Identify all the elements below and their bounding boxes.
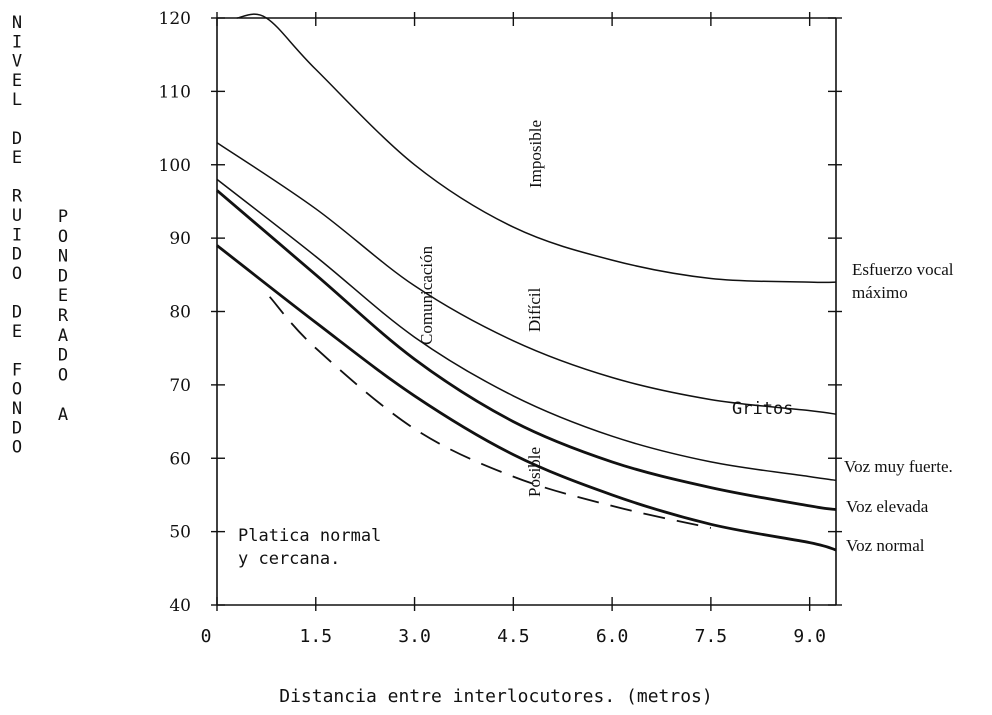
annotation-comunicacion: Comunicación [417, 245, 436, 345]
axis-label-letter: E [12, 71, 22, 91]
axis-label-letter: O [12, 264, 22, 284]
x-tick-label: 6.0 [596, 626, 629, 647]
series-line-voz-elevada [216, 189, 837, 511]
axis-label-letter: D [12, 418, 22, 438]
label-voz-elevada: Voz elevada [846, 497, 929, 516]
axis-label-letter: P [58, 207, 68, 227]
y-tick-label: 60 [169, 449, 191, 469]
axis-label-letter: D [12, 129, 22, 149]
axis-label-letter: L [12, 90, 22, 110]
axis-label-letter: D [58, 346, 68, 366]
axis-label-letter: O [12, 438, 22, 458]
y-tick-label: 120 [159, 9, 191, 29]
label-esfuerzo-vocal-line1: Esfuerzo vocal [852, 260, 954, 279]
axis-label-letter: R [12, 187, 23, 207]
axis-label-letter: D [58, 266, 68, 286]
y-tick-label: 80 [169, 303, 191, 323]
annotation-imposible: Imposible [526, 120, 545, 188]
axis-label-letter: E [58, 286, 68, 306]
series-line-dashed [269, 296, 712, 529]
label-voz-muy-fuerte: Voz muy fuerte. [844, 457, 953, 476]
axis-label-letter: A [58, 326, 68, 346]
label-esfuerzo-vocal-line2: máximo [852, 283, 908, 302]
y-tick-label: 90 [169, 229, 191, 249]
axis-label-letter: D [12, 245, 22, 265]
y-tick-label: 50 [169, 523, 191, 543]
x-tick-label: 1.5 [300, 626, 333, 647]
x-tick-label: 9.0 [793, 626, 826, 647]
annotation-dificil: Difícil [525, 287, 544, 332]
axis-label-letter: A [58, 405, 68, 425]
axis-label-letter: V [12, 52, 22, 72]
x-axis-ticks: 0 1.5 3.0 4.5 6.0 7.5 9.0 [201, 12, 826, 647]
y-tick-label: 110 [159, 82, 191, 102]
axis-label-letter: O [12, 380, 22, 400]
axis-label-letter: U [12, 206, 22, 226]
axis-label-letter: D [12, 303, 22, 323]
series-line-voz-muy-fuerte [216, 178, 837, 482]
axis-label-letter: O [58, 365, 68, 385]
axis-label-letter: O [58, 227, 68, 247]
axis-label-letter: F [12, 360, 22, 380]
label-gritos: Gritos [732, 399, 793, 419]
y-tick-label: 100 [159, 156, 191, 176]
x-tick-label: 4.5 [497, 626, 530, 647]
series-lines [216, 13, 837, 552]
axis-label-letter: N [12, 13, 22, 33]
y-axis-ticks: 40 50 60 70 80 90 100 110 120 [159, 9, 842, 616]
y-tick-label: 70 [169, 376, 191, 396]
axis-label-letter: I [12, 32, 22, 52]
x-tick-label: 7.5 [695, 626, 728, 647]
label-voz-normal: Voz normal [846, 536, 925, 555]
x-tick-label: 3.0 [398, 626, 431, 647]
axis-label-letter: N [58, 247, 68, 267]
axis-label-letter: R [58, 306, 69, 326]
annotation-platica-line2: y cercana. [238, 549, 340, 569]
series-line-gritos [216, 142, 837, 415]
annotation-posible: Posible [525, 447, 544, 497]
y-tick-label: 40 [169, 596, 191, 616]
x-axis-title: Distancia entre interlocutores. (metros) [279, 686, 712, 707]
x-tick-label: 0 [201, 626, 212, 647]
axis-label-letter: I [12, 225, 22, 245]
series-line-esfuerzo-vocal-m-ximo [236, 13, 837, 284]
axis-label-letter: E [12, 148, 22, 168]
axis-label-letter: N [12, 399, 22, 419]
axis-label-letter: E [12, 322, 22, 342]
annotation-platica-line1: Platica normal [238, 526, 381, 546]
series-line-voz-normal [216, 244, 837, 552]
